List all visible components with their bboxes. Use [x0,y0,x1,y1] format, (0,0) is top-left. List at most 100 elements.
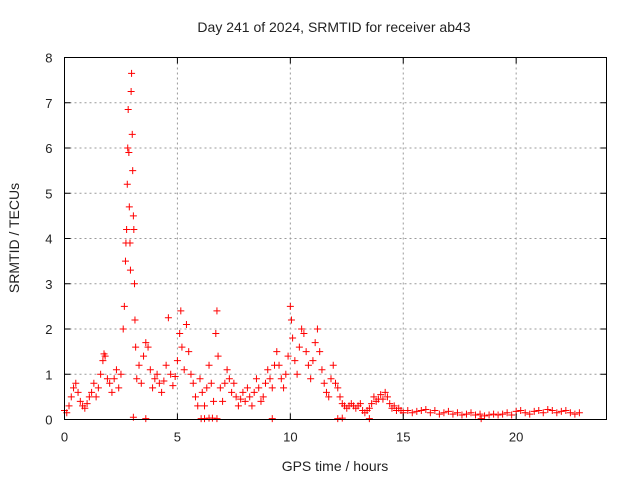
data-point [539,409,547,417]
data-point [356,400,364,408]
y-tick-label: 8 [45,51,52,66]
data-point [521,409,529,417]
data-point [162,361,170,369]
data-point [153,370,161,378]
data-point [413,407,421,415]
data-point [548,406,556,414]
data-point [101,352,109,360]
data-point [225,375,233,383]
data-point [164,314,172,322]
data-point [129,167,137,175]
data-point [566,409,574,417]
data-point [207,379,215,387]
data-point [284,352,292,360]
data-point [135,361,143,369]
data-point [151,375,159,383]
data-point [182,320,190,328]
data-point [126,266,134,274]
data-point [286,302,294,310]
data-point [390,402,398,410]
data-point [115,384,123,392]
y-axis-label: SRMTID / TECUs [6,183,22,293]
data-point [129,212,137,220]
data-point [178,343,186,351]
data-point [332,379,339,387]
x-tick-label: 5 [174,430,181,445]
data-point [221,379,229,387]
data-point [252,375,260,383]
data-point [304,361,312,369]
x-tick-label: 20 [509,430,523,445]
data-point [309,357,317,365]
data-point [575,409,583,417]
data-point [169,382,177,390]
data-point [125,203,133,211]
data-point [255,384,263,392]
data-point [268,415,276,423]
data-point [316,348,324,356]
data-point [203,384,211,392]
data-point [146,366,154,374]
data-point [234,402,242,410]
data-point [201,402,209,410]
data-point [302,348,310,356]
data-point [167,370,175,378]
data-point [282,370,290,378]
data-point [517,406,525,414]
data-point [144,343,152,351]
data-point [259,393,267,401]
data-point [327,375,335,383]
data-point [503,409,511,417]
data-point [237,395,245,403]
data-point [381,388,389,396]
y-tick-label: 3 [45,277,52,292]
data-point [404,406,412,414]
data-point [149,384,157,392]
data-point [232,393,240,401]
data-point [462,410,470,418]
data-point [173,357,181,365]
data-point [467,409,475,417]
data-point [365,415,373,423]
data-point [128,69,136,77]
data-point [76,397,84,405]
data-point [108,388,116,396]
data-point [246,393,254,401]
data-point [126,239,134,247]
data-point [185,348,193,356]
data-point [571,410,579,418]
data-point [530,407,538,415]
data-point [119,325,127,333]
data-point [275,361,283,369]
y-tick-label: 0 [45,413,52,428]
data-point [295,343,303,351]
data-point [444,407,452,415]
data-point [106,379,114,387]
data-point [155,379,163,387]
data-point [228,388,236,396]
data-point [210,397,218,405]
data-point [408,409,416,417]
data-point [213,415,221,423]
data-point [103,375,111,383]
data-point [171,373,179,381]
data-point [472,411,480,419]
data-point [133,375,141,383]
data-point [553,409,561,417]
data-point [318,366,326,374]
data-point [557,407,565,415]
data-point [110,375,118,383]
data-point [123,180,131,188]
data-point [112,366,120,374]
data-point [494,411,502,419]
data-point [458,411,466,419]
data-point [212,330,220,338]
data-point [280,384,288,392]
data-point [293,370,301,378]
data-point [72,379,80,387]
data-point [70,384,78,392]
data-point [311,339,319,347]
y-tick-label: 4 [45,232,52,247]
data-point [257,397,265,405]
data-point [124,144,132,152]
